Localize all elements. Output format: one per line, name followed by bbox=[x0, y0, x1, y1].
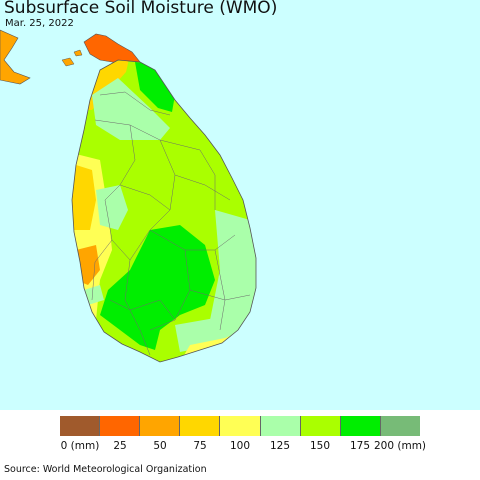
island-small bbox=[73, 49, 83, 57]
legend-swatch bbox=[100, 416, 141, 436]
moisture-zones bbox=[72, 60, 256, 362]
zone-southwest-125-150 bbox=[84, 285, 104, 305]
legend-swatch bbox=[220, 416, 261, 436]
map-title: Subsurface Soil Moisture (WMO) bbox=[4, 0, 278, 18]
district-borders bbox=[91, 91, 251, 356]
color-legend bbox=[60, 416, 420, 436]
legend-label: 200 (mm) bbox=[373, 440, 427, 452]
legend-label: 100 bbox=[229, 440, 251, 452]
legend-swatch bbox=[60, 416, 101, 436]
zone-central-125-150 bbox=[96, 185, 128, 230]
source-credit: Source: World Meteorological Organizatio… bbox=[4, 464, 207, 475]
map-graphic bbox=[0, 29, 257, 363]
legend-label: 125 bbox=[269, 440, 291, 452]
legend-label: 25 bbox=[113, 440, 127, 452]
zone-75-100 bbox=[72, 160, 96, 230]
soil-moisture-map bbox=[0, 0, 480, 410]
jaffna-peninsula bbox=[83, 33, 141, 65]
zone-south-125-150 bbox=[175, 318, 240, 352]
zone-east-125-150 bbox=[210, 210, 256, 335]
legend-swatch bbox=[380, 416, 420, 436]
india-coast bbox=[0, 29, 31, 85]
legend-swatch bbox=[300, 416, 341, 436]
legend-swatch bbox=[180, 416, 221, 436]
legend-label: 175 bbox=[349, 440, 371, 452]
legend-label: 150 bbox=[309, 440, 331, 452]
map-date: Mar. 25, 2022 bbox=[5, 18, 74, 29]
legend-swatch bbox=[340, 416, 381, 436]
legend-swatch bbox=[260, 416, 301, 436]
legend-swatch bbox=[140, 416, 181, 436]
legend-labels: 0 (mm) 25 50 75 100 125 150 175 200 (mm) bbox=[0, 440, 480, 456]
island-small bbox=[61, 57, 75, 67]
zone-south-175-200 bbox=[100, 225, 215, 350]
legend-label: 0 (mm) bbox=[60, 440, 100, 452]
zone-north-175-200 bbox=[135, 62, 175, 112]
legend-label: 75 bbox=[193, 440, 207, 452]
sri-lanka-outline bbox=[71, 59, 257, 363]
legend-label: 50 bbox=[153, 440, 167, 452]
